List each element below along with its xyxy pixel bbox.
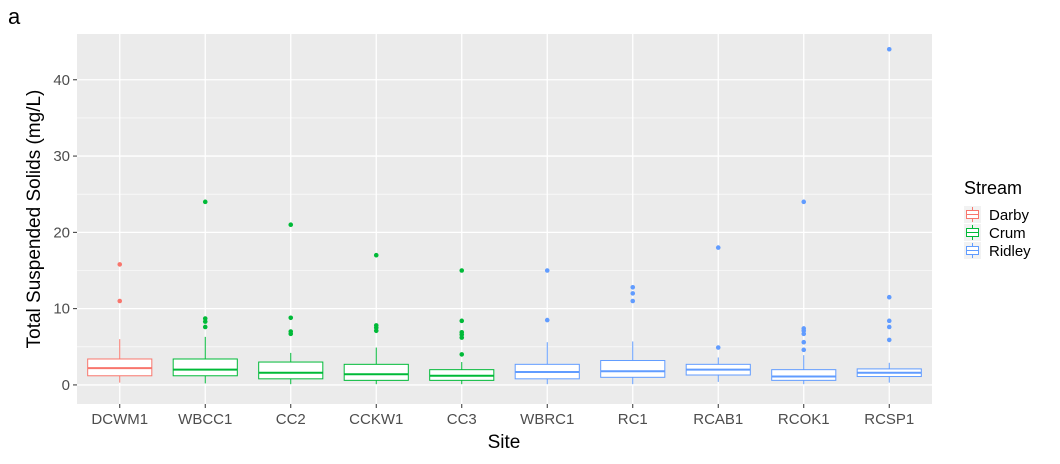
outlier-point (288, 329, 294, 334)
x-tick-label: CC3 (447, 411, 477, 428)
x-tick-label: CCKW1 (349, 411, 403, 428)
outlier-point (715, 345, 721, 350)
box-wbrc1 (514, 268, 580, 385)
panel-label: a (8, 4, 21, 29)
outlier-point (886, 318, 892, 324)
outlier-point (801, 199, 807, 205)
box-body (771, 369, 837, 381)
legend-item-ridley: Ridley (964, 242, 1031, 260)
box-rc1 (600, 284, 666, 385)
outlier-point (373, 323, 379, 328)
legend-title: Stream (964, 178, 1022, 198)
outlier-point (202, 324, 208, 330)
legend-label: Darby (989, 207, 1030, 224)
legend-label: Crum (989, 225, 1026, 242)
outlier-point (459, 352, 465, 357)
boxes (87, 46, 922, 385)
outlier-point (459, 268, 465, 273)
x-tick-label: CC2 (276, 411, 306, 428)
outlier-point (544, 268, 550, 273)
outlier-point (715, 245, 721, 250)
outlier-point (801, 326, 807, 331)
outlier-point (886, 294, 892, 300)
x-tick-label: RCOK1 (778, 411, 830, 428)
outlier-point (117, 262, 123, 267)
x-axis: DCWM1 WBCC1 CC2 CCKW1 CC3 WBRC1 RC1 RCAB1 RCOK1 R… (91, 404, 914, 428)
outlier-point (886, 337, 892, 343)
outlier-point (117, 298, 123, 304)
box-cckw1 (343, 252, 409, 385)
outlier-point (202, 199, 208, 205)
outlier-point (459, 329, 465, 335)
legend-item-darby: Darby (964, 206, 1030, 224)
box-wbcc1 (172, 199, 238, 384)
legend-item-crum: Crum (964, 224, 1026, 242)
x-tick-label: DCWM1 (91, 411, 148, 428)
y-axis-title: Total Suspended Solids (mg/L) (24, 90, 45, 349)
plot-panel (77, 34, 932, 404)
grid-minor (77, 117, 932, 348)
y-tick-label: 20 (53, 224, 70, 241)
box-body (343, 363, 409, 381)
box-body (172, 358, 238, 377)
x-axis-title: Site (488, 432, 521, 453)
outlier-point (630, 284, 636, 290)
outlier-point (288, 222, 294, 228)
box-body (258, 361, 324, 380)
outlier-point (459, 318, 465, 324)
outlier-point (801, 339, 807, 345)
box-rcok1 (771, 199, 837, 385)
x-tick-label: RC1 (618, 411, 648, 428)
outlier-point (630, 291, 636, 296)
outlier-point (544, 317, 550, 323)
y-tick-label: 10 (53, 301, 70, 318)
outlier-point (373, 252, 379, 258)
outlier-point (801, 347, 807, 353)
y-tick-label: 40 (53, 72, 70, 89)
box-rcab1 (685, 245, 751, 382)
outlier-point (886, 46, 892, 52)
x-tick-label: RCSP1 (864, 411, 914, 428)
outlier-point (202, 316, 208, 321)
legend-label: Ridley (989, 243, 1031, 260)
x-tick-label: RCAB1 (693, 411, 743, 428)
outlier-point (630, 298, 636, 304)
box-body (600, 360, 666, 378)
box-cc3 (429, 268, 495, 385)
box-dcwm1 (87, 262, 153, 383)
outlier-point (886, 324, 892, 330)
y-tick-label: 30 (53, 148, 70, 165)
box-cc2 (258, 222, 324, 385)
outlier-point (288, 315, 294, 321)
y-tick-label: 0 (62, 377, 70, 394)
x-tick-label: WBRC1 (520, 411, 574, 428)
x-tick-label: WBCC1 (178, 411, 232, 428)
y-axis: 0 10 20 30 40 (53, 72, 77, 394)
box-rcsp1 (856, 46, 922, 383)
